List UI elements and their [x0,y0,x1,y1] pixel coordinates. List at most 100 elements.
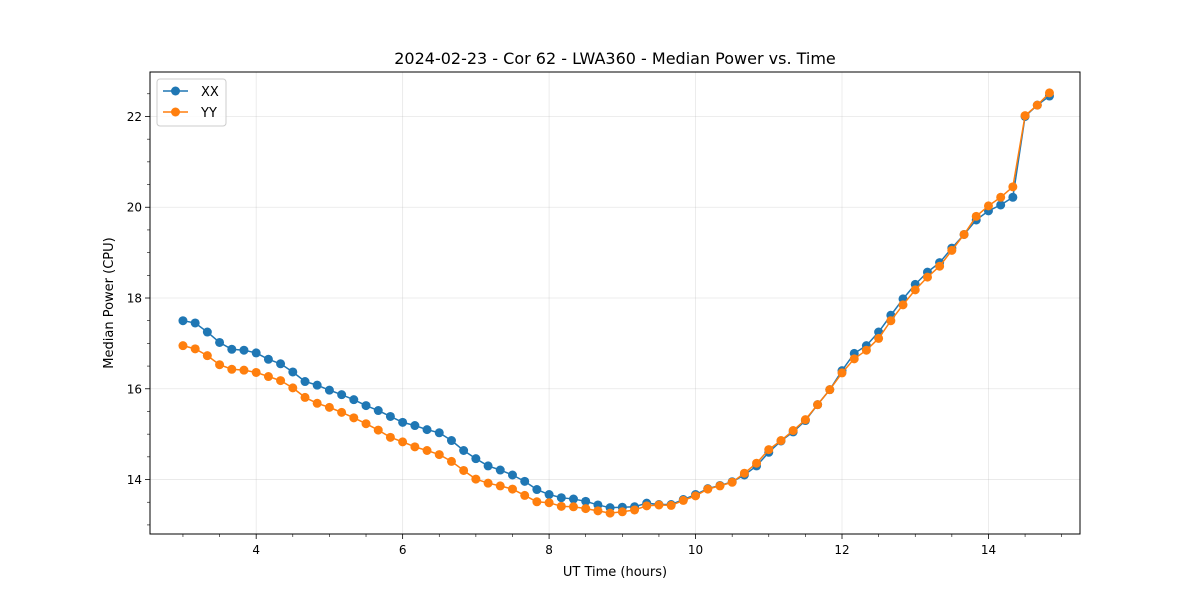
data-point-xx [398,417,408,427]
data-point-xx [507,470,517,480]
data-point-yy [593,506,603,516]
data-point-yy [507,484,517,494]
data-point-xx [556,493,566,503]
data-point-yy [288,383,298,393]
data-point-xx [373,406,383,416]
data-point-xx [239,345,249,355]
data-point-yy [800,415,810,425]
data-point-yy [983,201,993,211]
data-point-yy [495,481,505,491]
data-point-yy [190,344,200,354]
data-point-yy [971,211,981,221]
data-point-yy [691,491,701,501]
data-point-xx [422,425,432,435]
data-point-xx [568,494,578,504]
data-point-yy [215,360,225,370]
data-point-yy [324,402,334,412]
data-point-xx [288,367,298,377]
data-point-xx [337,390,347,400]
data-point-xx [300,377,310,387]
data-point-xx [996,200,1006,210]
data-point-xx [410,421,420,431]
series-layer [178,88,1054,518]
data-point-yy [727,477,737,487]
data-point-yy [202,351,212,361]
data-point-yy [617,507,627,517]
x-tick-label: 14 [981,543,996,557]
data-point-yy [446,456,456,466]
data-point-xx [251,348,261,358]
data-point-xx [215,337,225,347]
data-point-yy [178,341,188,351]
data-point-yy [483,478,493,488]
grid-lines [150,72,1080,534]
legend-marker-xx [171,86,180,96]
x-tick-label: 6 [399,543,407,557]
data-point-yy [1044,88,1054,98]
data-point-xx [178,316,188,326]
data-point-yy [1020,111,1030,121]
data-point-yy [764,445,774,455]
data-point-xx [227,344,237,354]
data-point-xx [1008,192,1018,202]
data-point-xx [263,354,273,364]
data-point-yy [520,490,530,500]
data-point-yy [947,245,957,255]
data-point-xx [276,359,286,369]
data-point-xx [483,461,493,471]
data-point-yy [996,192,1006,202]
data-point-xx [446,436,456,446]
data-point-yy [788,426,798,436]
data-point-yy [630,505,640,515]
data-point-yy [373,425,383,435]
data-point-yy [410,442,420,452]
data-point-yy [837,368,847,378]
data-point-yy [642,501,652,511]
data-point-yy [898,300,908,310]
data-point-yy [422,446,432,455]
data-point-xx [532,485,542,495]
data-point-yy [886,316,896,326]
data-point-yy [471,474,481,484]
data-point-yy [739,468,749,478]
data-point-yy [556,501,566,511]
data-point-yy [385,432,395,442]
data-point-xx [520,476,530,486]
x-tick-label: 10 [688,543,703,557]
x-tick-label: 12 [834,543,849,557]
data-point-xx [361,401,371,411]
y-tick-label: 18 [127,292,142,306]
x-axis-ticks: 4 6 8 10 12 14 [252,534,996,557]
data-point-yy [227,364,237,374]
data-point-yy [825,385,835,395]
data-point-yy [398,437,408,447]
data-point-yy [861,345,871,355]
data-point-yy [922,272,932,282]
data-point-yy [568,502,578,512]
data-point-xx [349,395,359,405]
data-point-yy [776,436,786,446]
data-point-xx [324,385,334,395]
y-axis-ticks: 14 16 18 20 22 [127,110,150,487]
series-yy [178,88,1054,518]
data-point-yy [935,261,945,271]
data-point-yy [1008,182,1018,192]
data-point-yy [752,458,762,468]
data-point-yy [276,376,286,386]
data-point-yy [678,495,688,505]
legend: XX YY [156,78,227,127]
data-point-xx [495,465,505,475]
plot-frame [149,71,1081,535]
data-point-yy [849,354,859,364]
data-point-xx [544,490,554,500]
legend-label-yy: YY [200,106,217,121]
data-point-yy [263,372,273,382]
data-point-xx [471,454,481,464]
data-point-yy [1032,100,1042,110]
data-point-yy [959,229,969,239]
data-point-xx [312,380,322,390]
data-point-xx [459,446,469,455]
data-point-yy [544,498,554,508]
data-point-yy [813,400,823,410]
data-point-xx [581,496,591,506]
